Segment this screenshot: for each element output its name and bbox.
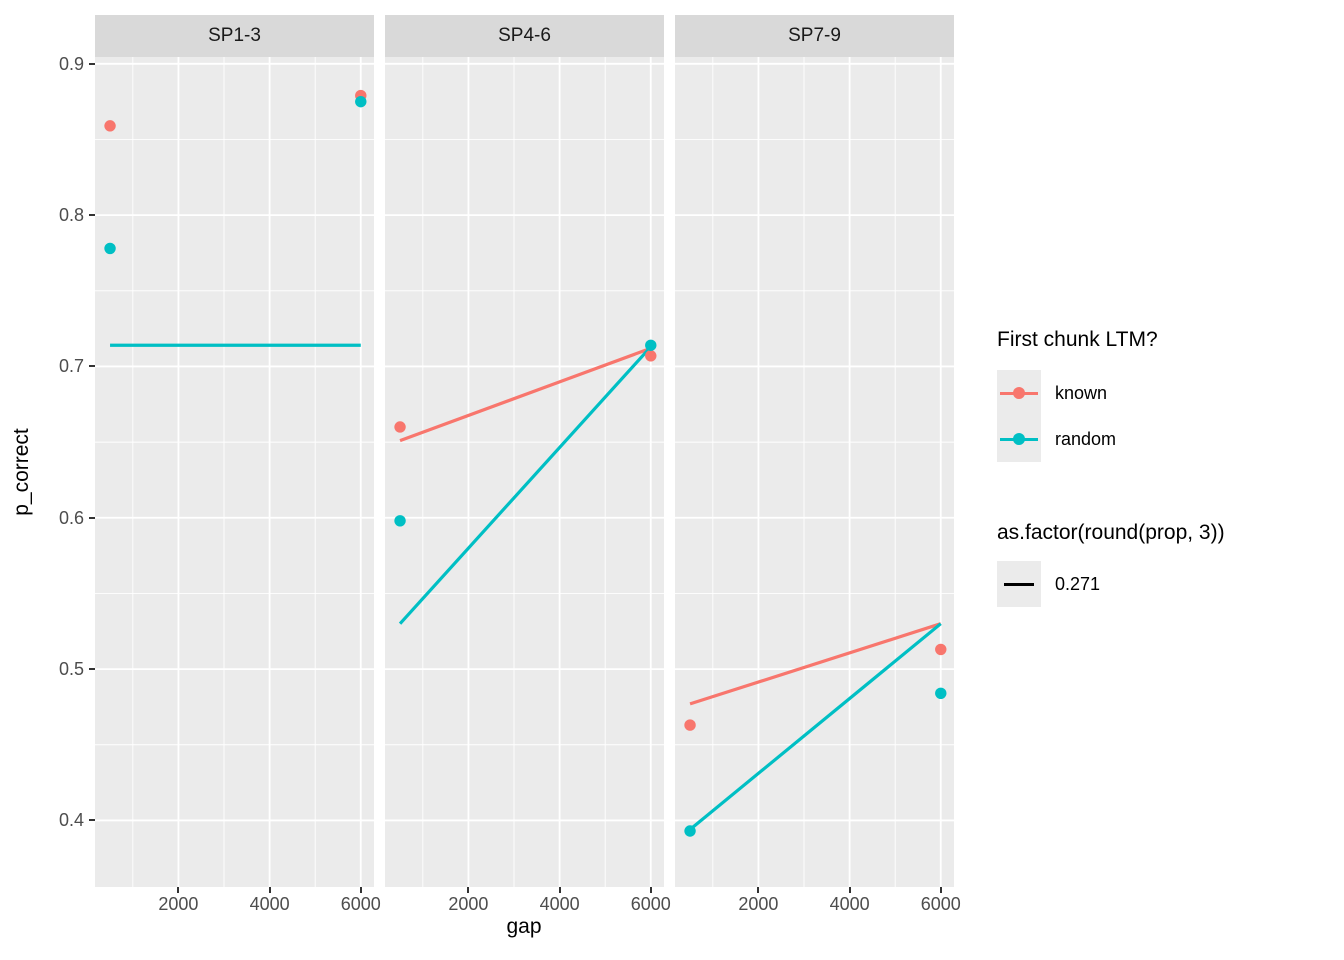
legend-entry-random: random <box>997 416 1116 462</box>
data-point-random <box>684 825 696 837</box>
y-tick-mark <box>89 62 95 65</box>
data-point-known <box>104 120 116 132</box>
y-tick-mark <box>89 214 95 217</box>
data-point-random <box>355 95 367 108</box>
y-tick-mark <box>89 516 95 519</box>
data-point-known <box>935 643 947 656</box>
data-point-random <box>104 242 116 255</box>
data-point-random <box>394 515 406 527</box>
trend-line-random <box>398 345 652 625</box>
x-tick-label: 2000 <box>448 894 489 914</box>
x-tick-label: 4000 <box>249 894 290 914</box>
facet-strip: SP7-9 <box>675 15 954 57</box>
y-tick-mark <box>89 819 95 822</box>
x-tick-mark <box>649 887 652 893</box>
x-axis-title: gap <box>506 915 542 938</box>
legend-key-prop <box>997 561 1041 607</box>
facet-strip: SP1-3 <box>95 15 374 57</box>
y-tick-mark <box>89 365 95 368</box>
facet-strip: SP4-6 <box>385 15 664 57</box>
x-tick-mark <box>939 887 942 893</box>
legend-prop-title: as.factor(round(prop, 3)) <box>997 521 1225 544</box>
x-tick-mark <box>757 887 760 893</box>
legend-label-known: known <box>1055 382 1108 403</box>
legend-key-known <box>997 370 1041 416</box>
legend-label-prop: 0.271 <box>1055 573 1101 594</box>
trend-line-random <box>689 622 942 831</box>
prop-line-glyph <box>1004 582 1034 586</box>
legend-ltm-title: First chunk LTM? <box>997 328 1158 351</box>
x-tick-mark <box>359 887 362 893</box>
x-tick-label: 4000 <box>539 894 580 914</box>
x-tick-label: 6000 <box>920 894 961 914</box>
x-tick-mark <box>848 887 851 893</box>
facet-strip-label: SP4-6 <box>498 25 551 46</box>
y-tick-mark <box>89 668 95 671</box>
facet-panel <box>95 57 374 887</box>
legend-label-random: random <box>1055 428 1117 449</box>
legend-entry-known: known <box>997 370 1107 416</box>
y-axis-title: p_correct <box>10 428 33 516</box>
data-point-known <box>394 421 406 433</box>
legend-key-random <box>997 416 1041 462</box>
x-tick-label: 4000 <box>829 894 870 914</box>
y-tick-label: 0.7 <box>58 356 84 377</box>
x-tick-mark <box>177 887 180 893</box>
data-point-known <box>645 350 657 362</box>
legend-entry-0271: 0.271 <box>997 561 1100 607</box>
facet-strip-label: SP7-9 <box>788 25 841 46</box>
random-dot-glyph <box>1013 433 1025 445</box>
x-tick-label: 2000 <box>158 894 199 914</box>
trend-line-known <box>399 346 652 443</box>
x-tick-label: 6000 <box>630 894 671 914</box>
facet-panel <box>675 57 954 887</box>
y-tick-label: 0.5 <box>58 659 84 680</box>
known-dot-glyph <box>1013 387 1025 399</box>
x-tick-mark <box>558 887 561 893</box>
facet-panel <box>385 57 664 887</box>
data-point-random <box>645 339 657 351</box>
facet-strip-label: SP1-3 <box>208 25 261 46</box>
y-tick-label: 0.4 <box>58 810 84 831</box>
x-tick-mark <box>467 887 470 893</box>
trend-line-known <box>689 622 942 706</box>
data-point-random <box>935 687 947 700</box>
x-tick-label: 6000 <box>340 894 381 914</box>
x-tick-label: 2000 <box>738 894 779 914</box>
y-tick-label: 0.8 <box>58 205 84 226</box>
y-tick-label: 0.6 <box>58 507 84 528</box>
x-tick-mark <box>268 887 271 893</box>
data-point-known <box>684 719 696 731</box>
y-tick-label: 0.9 <box>58 53 84 74</box>
